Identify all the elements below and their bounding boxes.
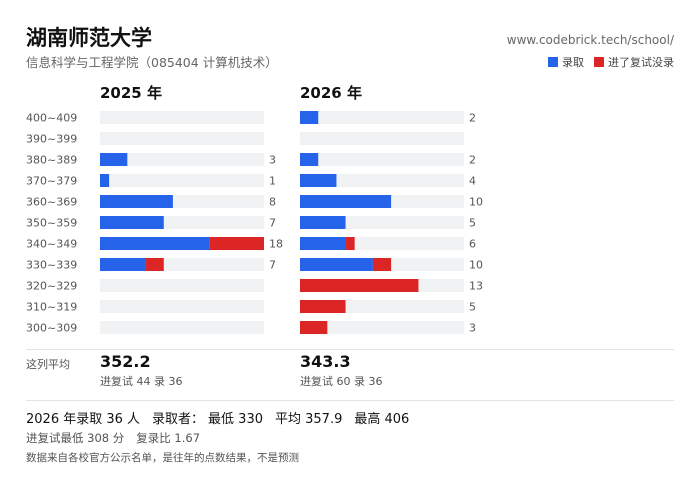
bar-track — [300, 321, 464, 334]
bar-total-label: 13 — [469, 280, 483, 293]
bar-total-label: 10 — [469, 259, 483, 272]
summary-min: 最低 330 — [208, 412, 263, 427]
summary-avg: 平均 357.9 — [275, 412, 343, 427]
bar-track — [300, 111, 464, 124]
score-band-label: 330~339 — [26, 259, 77, 272]
bar-track — [100, 300, 264, 313]
bar-track — [300, 132, 464, 145]
summary-admit-count: 2026 年录取 36 人 — [26, 412, 141, 427]
admission-summary: 2026 年录取 36 人录取者： 最低 330 平均 357.9 最高 406 — [26, 408, 421, 427]
legend-swatch-rejected — [594, 57, 604, 67]
legend-item-admitted: 录取 — [548, 54, 584, 70]
legend-label-rejected: 进了复试没录 — [608, 56, 674, 69]
bar-total-label: 3 — [269, 154, 276, 167]
bar-total-label: 5 — [469, 301, 476, 314]
bar-admitted — [100, 216, 164, 229]
bar-rejected — [300, 279, 419, 292]
page-title: 湖南师范大学 — [26, 26, 152, 50]
source-url[interactable]: www.codebrick.tech/school/ — [506, 33, 674, 47]
panel-2025-header: 2025 年 — [100, 84, 162, 102]
score-band-label: 380~389 — [26, 154, 77, 167]
bar-total-label: 18 — [269, 238, 283, 251]
bar-total-label: 6 — [469, 238, 476, 251]
legend-label-admitted: 录取 — [562, 56, 584, 69]
bar-total-label: 7 — [269, 259, 276, 272]
bar-admitted — [300, 258, 373, 271]
score-band-label: 390~399 — [26, 133, 77, 146]
bar-total-label: 1 — [269, 175, 276, 188]
bar-total-label: 8 — [269, 196, 276, 209]
summary-admitted-label: 录取者： — [152, 412, 205, 427]
bar-track — [300, 174, 464, 187]
bar-admitted — [100, 258, 146, 271]
bar-total-label: 2 — [469, 112, 476, 125]
score-band-label: 360~369 — [26, 196, 77, 209]
bar-admitted — [100, 174, 110, 187]
average-2025-note: 进复试 44 录 36 — [100, 375, 183, 388]
panel-2026-header: 2026 年 — [300, 84, 362, 102]
bar-admitted — [300, 174, 337, 187]
bar-admitted — [300, 111, 319, 124]
bar-admitted — [300, 195, 392, 208]
bar-track — [100, 132, 264, 145]
average-row-label: 这列平均 — [26, 358, 70, 371]
bar-rejected — [345, 237, 355, 250]
legend: 录取 进了复试没录 — [538, 54, 674, 70]
average-2026-value: 343.3 — [300, 352, 351, 371]
bar-admitted — [100, 153, 128, 166]
bar-rejected — [145, 258, 164, 271]
score-band-label: 400~409 — [26, 112, 77, 125]
divider — [26, 400, 674, 401]
score-band-label: 310~319 — [26, 301, 77, 314]
bar-rejected — [372, 258, 392, 271]
legend-item-rejected: 进了复试没录 — [594, 54, 674, 70]
bar-track — [100, 174, 264, 187]
bar-rejected — [300, 300, 346, 313]
score-distribution-chart: 400~409 390~399 380~389 370~379 360~369 350~3… — [26, 111, 483, 335]
data-source-note: 数据来自各校官方公示名单，是往年的点数结果，不是预测 — [26, 452, 299, 464]
divider — [26, 349, 674, 350]
average-2026-note: 进复试 60 录 36 — [300, 375, 383, 388]
bar-admitted — [100, 237, 210, 250]
retest-ratio: 复录比 1.67 — [136, 431, 201, 445]
legend-swatch-admitted — [548, 57, 558, 67]
bar-track — [100, 111, 264, 124]
bar-admitted — [300, 237, 346, 250]
score-band-label: 370~379 — [26, 175, 77, 188]
bar-track — [100, 321, 264, 334]
score-band-label: 350~359 — [26, 217, 77, 230]
bar-total-label: 4 — [469, 175, 476, 188]
score-band-label: 320~329 — [26, 280, 77, 293]
retest-min: 进复试最低 308 分 — [26, 431, 125, 445]
bar-total-label: 2 — [469, 154, 476, 167]
bar-track — [100, 153, 264, 166]
bar-total-label: 7 — [269, 217, 276, 230]
score-band-label: 300~309 — [26, 322, 77, 335]
summary-max: 最高 406 — [354, 412, 410, 427]
bar-total-label: 5 — [469, 217, 476, 230]
page-subtitle: 信息科学与工程学院（085404 计算机技术） — [26, 55, 278, 70]
retest-summary: 进复试最低 308 分复录比 1.67 — [26, 430, 212, 446]
bar-admitted — [300, 216, 346, 229]
bar-admitted — [100, 195, 173, 208]
score-band-label: 340~349 — [26, 238, 77, 251]
bar-rejected — [209, 237, 264, 250]
bar-total-label: 3 — [469, 322, 476, 335]
bar-track — [300, 153, 464, 166]
bar-total-label: 10 — [469, 196, 483, 209]
bar-rejected — [300, 321, 328, 334]
bar-track — [100, 279, 264, 292]
average-2025-value: 352.2 — [100, 352, 151, 371]
bar-admitted — [300, 153, 319, 166]
